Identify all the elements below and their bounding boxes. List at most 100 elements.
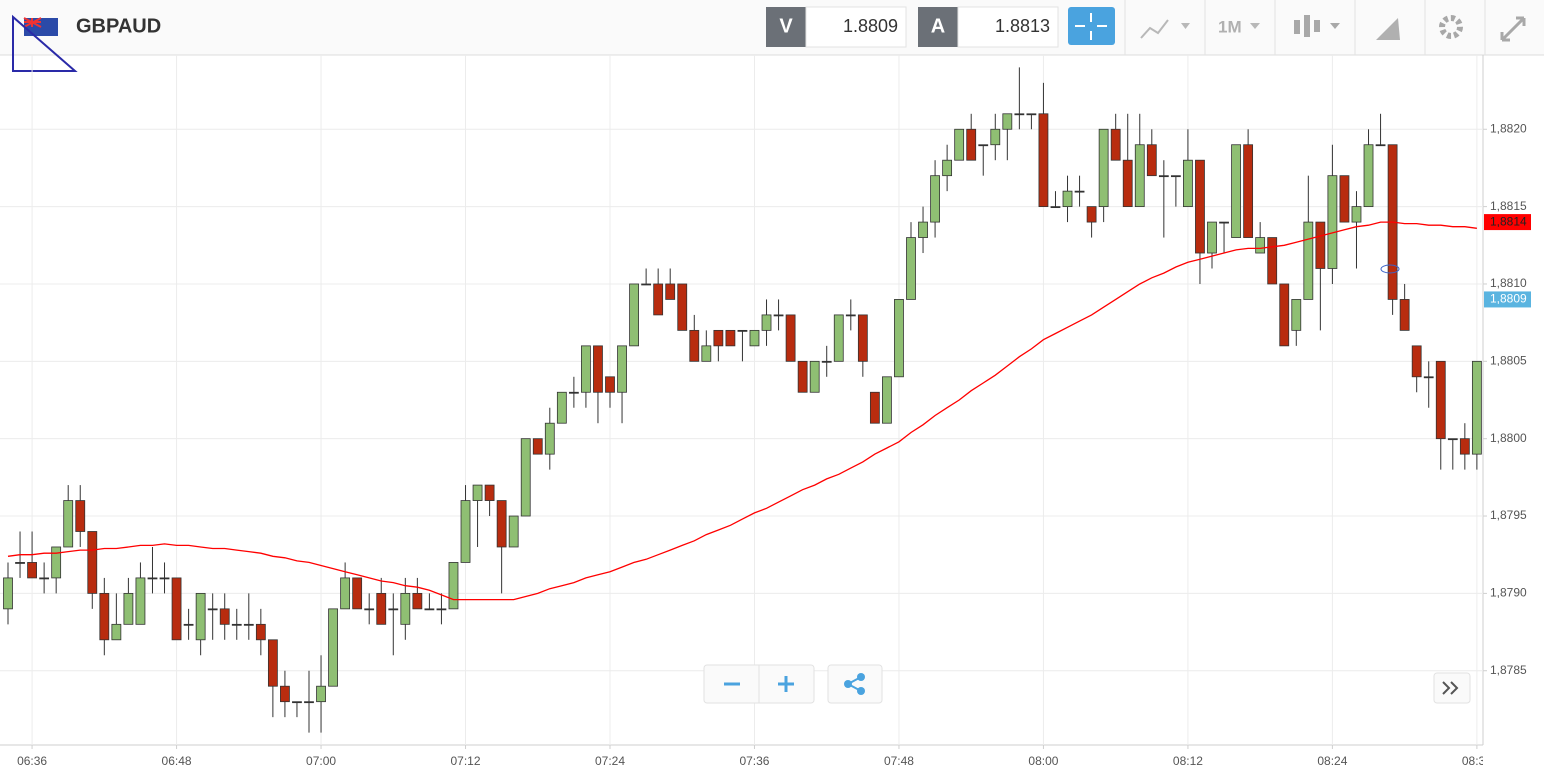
zoom-controls [703,664,1471,704]
candle-body [63,500,74,548]
scroll-end-button[interactable] [1442,681,1459,695]
candle-body [1231,144,1241,238]
candle-body [845,314,856,317]
candle-body [99,592,110,641]
candle-body [833,314,844,362]
candle-body [15,562,25,564]
candle-body [267,639,278,687]
bid-button[interactable] [766,7,806,47]
scroll-end-box [1433,672,1471,704]
candle-body [1014,113,1025,116]
candle-body [1170,175,1181,178]
x-tick-label: 07:48 [884,754,914,768]
candle-body [761,314,772,331]
candle-body [581,345,591,393]
candle-body [556,391,567,424]
candle-body [821,360,832,363]
x-tick-label: 06:48 [162,754,192,768]
y-tick-label: 1,8785 [1490,663,1527,677]
y-tick-label: 1,8820 [1490,121,1527,135]
ask-price: 1.8813 [995,16,1050,36]
candle-body [448,562,459,610]
candle-body [51,546,62,579]
bid-label: V [779,15,793,37]
candle-body [665,283,676,300]
candle-body [496,500,507,548]
y-axis-labels: 1,8785 1,8790 1,8795 1,8800 1,8805 1,8810 1,88… [1490,121,1527,676]
x-tick-label: 08:12 [1173,754,1203,768]
candle-body [809,360,820,393]
candle-body [1243,144,1254,238]
candle-body [1158,175,1169,178]
fullscreen-button[interactable] [1500,16,1526,42]
candle-body [1267,237,1278,285]
candle-body [1471,360,1482,455]
moving-average [7,221,1477,601]
candle-body [484,484,495,501]
chart-type-button[interactable] [1140,19,1190,39]
candle-body [1134,144,1145,208]
zoom-in-button[interactable] [778,676,794,692]
x-tick-label: 07:24 [595,754,625,768]
candle-body [1207,221,1217,254]
candle-body [978,144,989,147]
candle-body [472,484,483,501]
candle-body [990,128,1001,146]
ask-button[interactable] [918,7,958,47]
candle-body [857,314,868,362]
candle-body [605,376,615,393]
x-tick-label: 07:00 [306,754,336,768]
candle-body [906,237,916,300]
candle-body [641,283,652,286]
crosshair-button[interactable] [1068,7,1115,45]
candle-body [219,608,230,625]
candle-body [1255,237,1266,254]
candle-body [1146,144,1157,177]
candle-body [39,577,50,580]
candle-body [1279,283,1290,347]
candle-body [87,531,98,594]
candle-body [1351,206,1362,223]
candle-body [701,345,712,362]
candle-body [1098,128,1109,208]
candle-body [171,577,182,641]
candle-body [436,608,447,611]
timeframe[interactable]: 1M [1218,17,1242,36]
candle-body [1002,113,1013,130]
candle-body [292,701,302,704]
candle-body [1411,345,1422,378]
candle-body [123,592,134,625]
x-tick-label: 07:12 [451,754,481,768]
symbol[interactable]: GBPAUD [76,15,161,37]
candle-body [183,623,194,626]
y-tick-label: 1,8800 [1490,431,1527,445]
candle-body [1363,144,1374,208]
candle-body [207,608,218,611]
drawing-tool-shape [12,14,78,72]
candle-body [954,128,965,161]
candle-type-button[interactable] [1294,15,1340,37]
share-button[interactable] [844,673,865,695]
candle-body [304,701,314,704]
candle-body [147,577,158,580]
candle-body [737,329,748,332]
candles [3,67,1482,733]
candle-body [1122,159,1133,208]
draw-tool-button[interactable] [1376,18,1400,40]
candle-body [111,623,122,641]
candle-body [231,623,242,626]
price-tag-label: 1,8809 [1490,292,1527,306]
candle-body [966,128,977,161]
timeframe-arrow [1250,23,1260,29]
candle-body [749,329,760,347]
candle-body [713,329,724,347]
candle-body [1074,190,1085,193]
settings-button[interactable] [1439,15,1463,39]
candle-body [785,314,796,362]
candle-body [797,360,808,393]
y-tick-label: 1,8810 [1490,276,1527,290]
candle-body [653,283,664,316]
candle-body [520,438,531,517]
candle-body [328,608,338,687]
candle-body [27,562,37,579]
